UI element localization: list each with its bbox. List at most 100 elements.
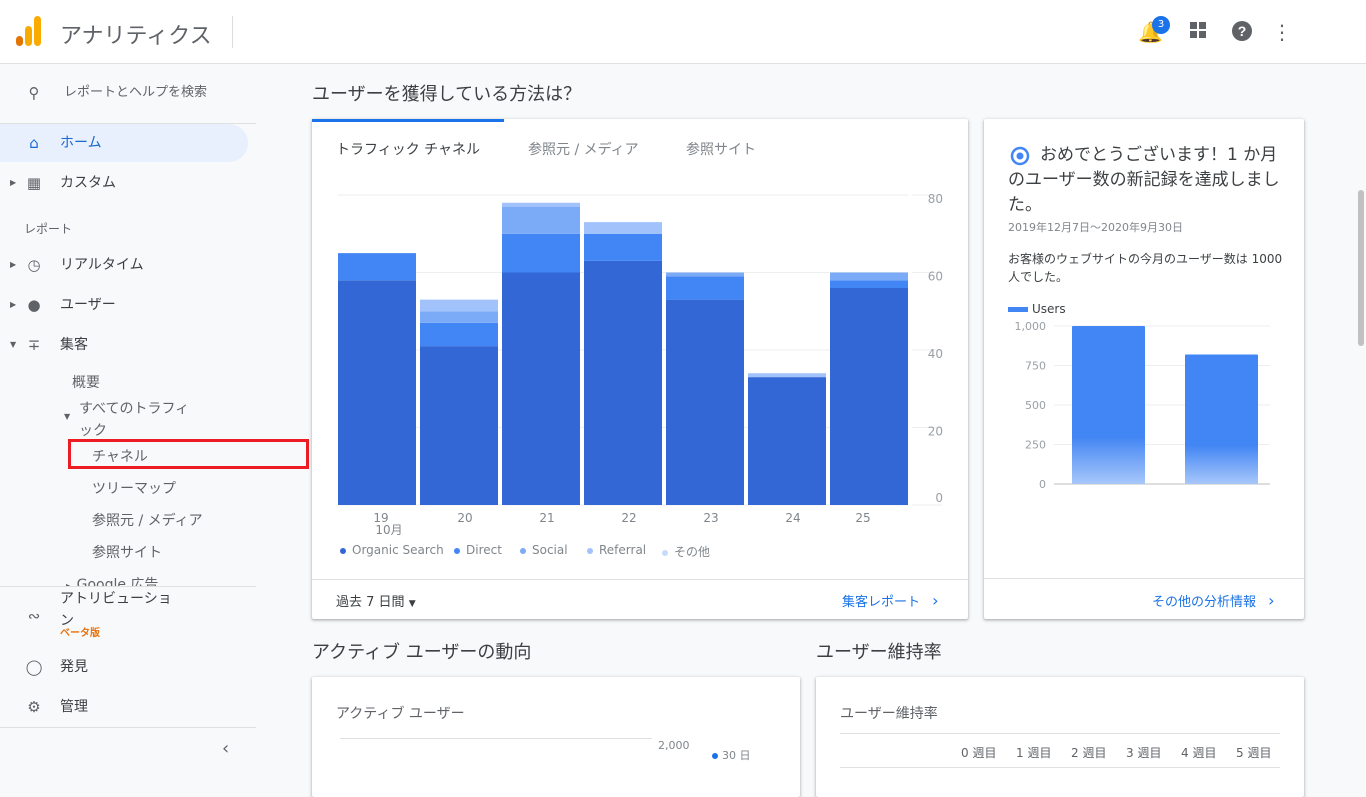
legend-item[interactable]: その他 <box>662 543 710 560</box>
insight-date: 2019年12月7日～2020年9月30日 <box>1008 221 1183 234</box>
sidebar-item-all-traffic[interactable]: すべてのトラフィ ック <box>79 401 190 439</box>
legend-dot <box>712 753 718 759</box>
users-bar <box>1072 326 1145 484</box>
dashboard-icon: ▦ <box>26 174 42 192</box>
expand-arrow-icon: ▶ <box>10 300 17 309</box>
bar-segment-direct <box>666 276 744 300</box>
y-tick-label: 60 <box>928 270 943 284</box>
insight-card: おめでとうございます！1 か月のユーザー数の新記録を達成しました。 2019年1… <box>984 119 1304 619</box>
notification-badge: 3 <box>1152 16 1170 34</box>
tab-referrals[interactable]: 参照サイト <box>686 142 756 158</box>
sidebar: ⚲ レポートとヘルプを検索 ⌂ ホーム ▶ ▦ カスタム レポート ▶ ◷ リア… <box>0 64 309 768</box>
section-heading: ユーザー維持率 <box>816 642 942 663</box>
expand-arrow-icon: ▶ <box>10 178 17 187</box>
legend-swatch <box>1008 307 1028 312</box>
divider <box>984 578 1304 579</box>
more-insights-link[interactable]: その他の分析情報 › <box>1152 591 1275 610</box>
card-title: アクティブ ユーザー <box>336 706 465 722</box>
sidebar-item-custom[interactable]: ▶ ▦ カスタム <box>0 164 248 202</box>
search-reports[interactable]: ⚲ レポートとヘルプを検索 <box>0 74 248 112</box>
sidebar-item-source-medium[interactable]: 参照元 / メディア <box>92 513 203 529</box>
sidebar-item-discover[interactable]: ◯ 発見 <box>0 648 248 686</box>
retention-column-header: 2 週目 <box>1071 746 1107 760</box>
legend-item[interactable]: Direct <box>454 543 502 557</box>
divider <box>0 586 256 587</box>
analytics-logo[interactable] <box>16 16 42 46</box>
bar-segment-direct <box>502 233 580 273</box>
y-tick: 2,000 <box>658 739 690 752</box>
x-tick-label: 20 <box>457 511 472 525</box>
x-sublabel: 10月 <box>375 523 402 537</box>
chevron-right-icon: › <box>1268 591 1275 610</box>
y-tick-label: 80 <box>928 192 943 206</box>
highlight-box <box>68 439 309 469</box>
legend-dot <box>662 549 668 556</box>
home-icon: ⌂ <box>29 134 39 152</box>
bar-segment-organic-search <box>584 260 662 505</box>
acquisition-report-link[interactable]: 集客レポート › <box>842 591 939 610</box>
bar-segment-organic-search <box>666 299 744 505</box>
collapse-sidebar-chevron-icon[interactable]: ‹ <box>222 738 230 759</box>
apps-grid-icon[interactable] <box>1186 20 1210 44</box>
date-range-dropdown[interactable]: 過去 7 日間 ▼ <box>336 595 416 610</box>
expand-arrow-icon: ▶ <box>10 260 17 269</box>
bar-segment-referral <box>420 299 498 312</box>
legend-30-days[interactable]: 30 日 <box>712 747 751 763</box>
legend-item[interactable]: Social <box>520 543 568 557</box>
retention-column-header: 0 週目 <box>961 746 997 760</box>
legend-dot <box>454 547 460 554</box>
sidebar-item-overview[interactable]: 概要 <box>72 375 100 391</box>
gear-icon: ⚙ <box>27 698 41 716</box>
tab-traffic-channel[interactable]: トラフィック チャネル <box>336 142 481 158</box>
y-tick-label: 0 <box>935 491 943 505</box>
bar-segment-social <box>666 272 744 277</box>
insight-body: お客様のウェブサイトの今月のユーザー数は 1000 人でした。 <box>1008 252 1283 284</box>
bar-segment-direct <box>584 233 662 261</box>
y-tick-label: 750 <box>1025 360 1046 373</box>
retention-column-header: 3 週目 <box>1126 746 1162 760</box>
gridline <box>340 738 652 739</box>
acquisition-card: トラフィック チャネル 参照元 / メディア 参照サイト 80 60 40 20 0 19… <box>312 119 968 619</box>
sidebar-item-realtime[interactable]: ▶ ◷ リアルタイム <box>0 246 248 284</box>
dropdown-arrow-icon: ▼ <box>408 599 416 609</box>
chevron-right-icon: › <box>932 591 939 610</box>
sidebar-item-referrals[interactable]: 参照サイト <box>92 545 162 561</box>
bar-segment-social <box>830 272 908 281</box>
app-title: アナリティクス <box>60 24 212 49</box>
clock-icon: ◷ <box>27 256 41 274</box>
bar-segment-direct <box>830 280 908 288</box>
svg-text:?: ? <box>1238 23 1247 39</box>
more-vert-icon[interactable]: ⋮ <box>1272 20 1292 44</box>
legend-item[interactable]: Organic Search <box>340 543 444 557</box>
sidebar-item-home[interactable]: ⌂ ホーム <box>0 124 248 162</box>
x-tick-label: 24 <box>785 511 800 525</box>
x-tick-label: 19 <box>373 511 388 525</box>
active-tab-indicator <box>312 119 504 122</box>
lightbulb-icon: ◯ <box>25 658 43 676</box>
section-heading: ユーザーを獲得している方法は？ <box>312 84 582 105</box>
sidebar-item-treemap[interactable]: ツリーマップ <box>92 481 176 497</box>
sidebar-item-admin[interactable]: ⚙ 管理 <box>0 688 248 726</box>
sidebar-item-users[interactable]: ▶ ● ユーザー <box>0 286 248 324</box>
bar-segment-referral <box>748 373 826 378</box>
divider <box>232 16 233 48</box>
sidebar-item-channels[interactable]: チャネル <box>92 449 148 465</box>
y-tick-label: 500 <box>1025 399 1046 412</box>
scrollbar[interactable] <box>1358 190 1364 346</box>
sidebar-item-google-ads[interactable]: ▶ Google 広告 <box>66 574 158 586</box>
sidebar-item-attribution[interactable]: ∾ アトリビューショ ン ベータ版 <box>0 588 248 644</box>
help-icon[interactable]: ? <box>1230 20 1254 44</box>
bar-segment-referral <box>502 202 580 207</box>
legend-item[interactable]: Referral <box>587 543 646 557</box>
sidebar-item-acquisition[interactable]: ▼ ∓ 集客 <box>0 326 248 364</box>
expand-arrow-icon: ▶ <box>66 582 72 586</box>
y-tick-label: 250 <box>1025 439 1046 452</box>
divider <box>0 123 256 124</box>
acquisition-icon: ∓ <box>27 336 41 354</box>
bar-segment-organic-search <box>502 272 580 505</box>
section-heading: アクティブ ユーザーの動向 <box>312 642 532 663</box>
tab-source-medium[interactable]: 参照元 / メディア <box>528 142 639 158</box>
retention-column-header: 5 週目 <box>1236 746 1272 760</box>
y-tick-label: 1,000 <box>1015 320 1047 333</box>
users-bar <box>1185 354 1258 484</box>
